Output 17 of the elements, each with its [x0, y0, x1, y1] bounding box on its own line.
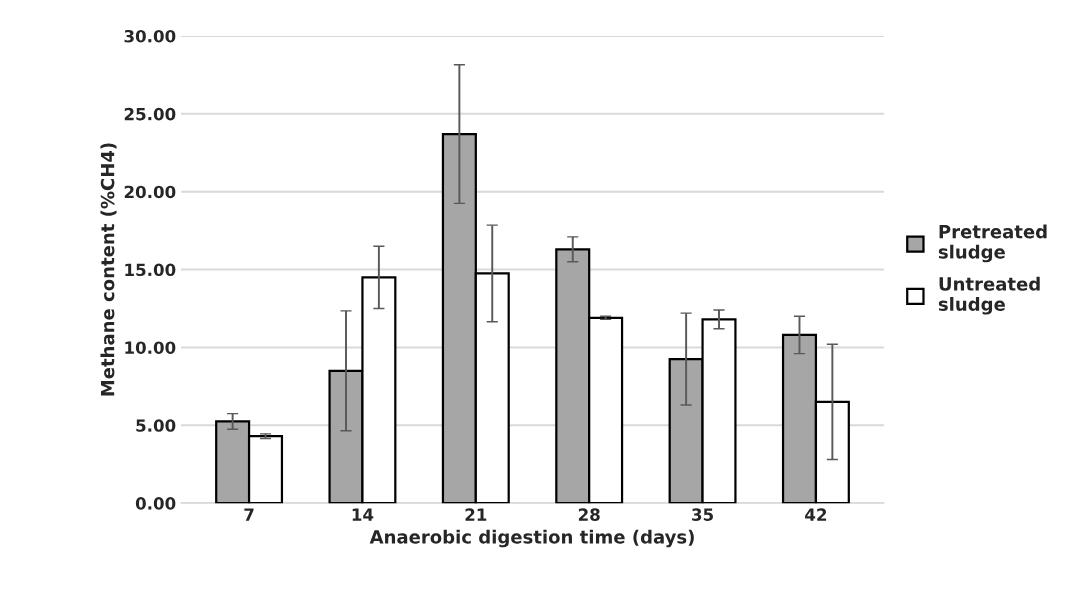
legend-label: Pretreated sludge: [938, 224, 1047, 263]
legend-label: Untreated sludge: [938, 276, 1040, 315]
y-tick-label: 10.00: [125, 341, 176, 354]
y-tick-label: 20.00: [124, 185, 176, 199]
y-tick-label: 0.00: [135, 497, 176, 510]
y-tick-label: 25.00: [124, 107, 176, 121]
y-axis-title: Methane content (%CH4): [100, 143, 117, 396]
x-tick-label: 28: [578, 508, 600, 521]
y-tick-label: 15.00: [125, 263, 176, 277]
x-tick-label: 14: [352, 508, 374, 521]
x-tick-label: 35: [692, 508, 713, 521]
x-tick-label: 21: [465, 508, 487, 521]
x-tick-label: 7: [244, 508, 254, 521]
y-tick-label: 5.00: [136, 419, 176, 432]
x-tick-label: 42: [805, 508, 827, 521]
y-tick-label: 30.00: [124, 29, 176, 43]
x-axis-title: Anaerobic digestion time (days): [369, 529, 694, 548]
